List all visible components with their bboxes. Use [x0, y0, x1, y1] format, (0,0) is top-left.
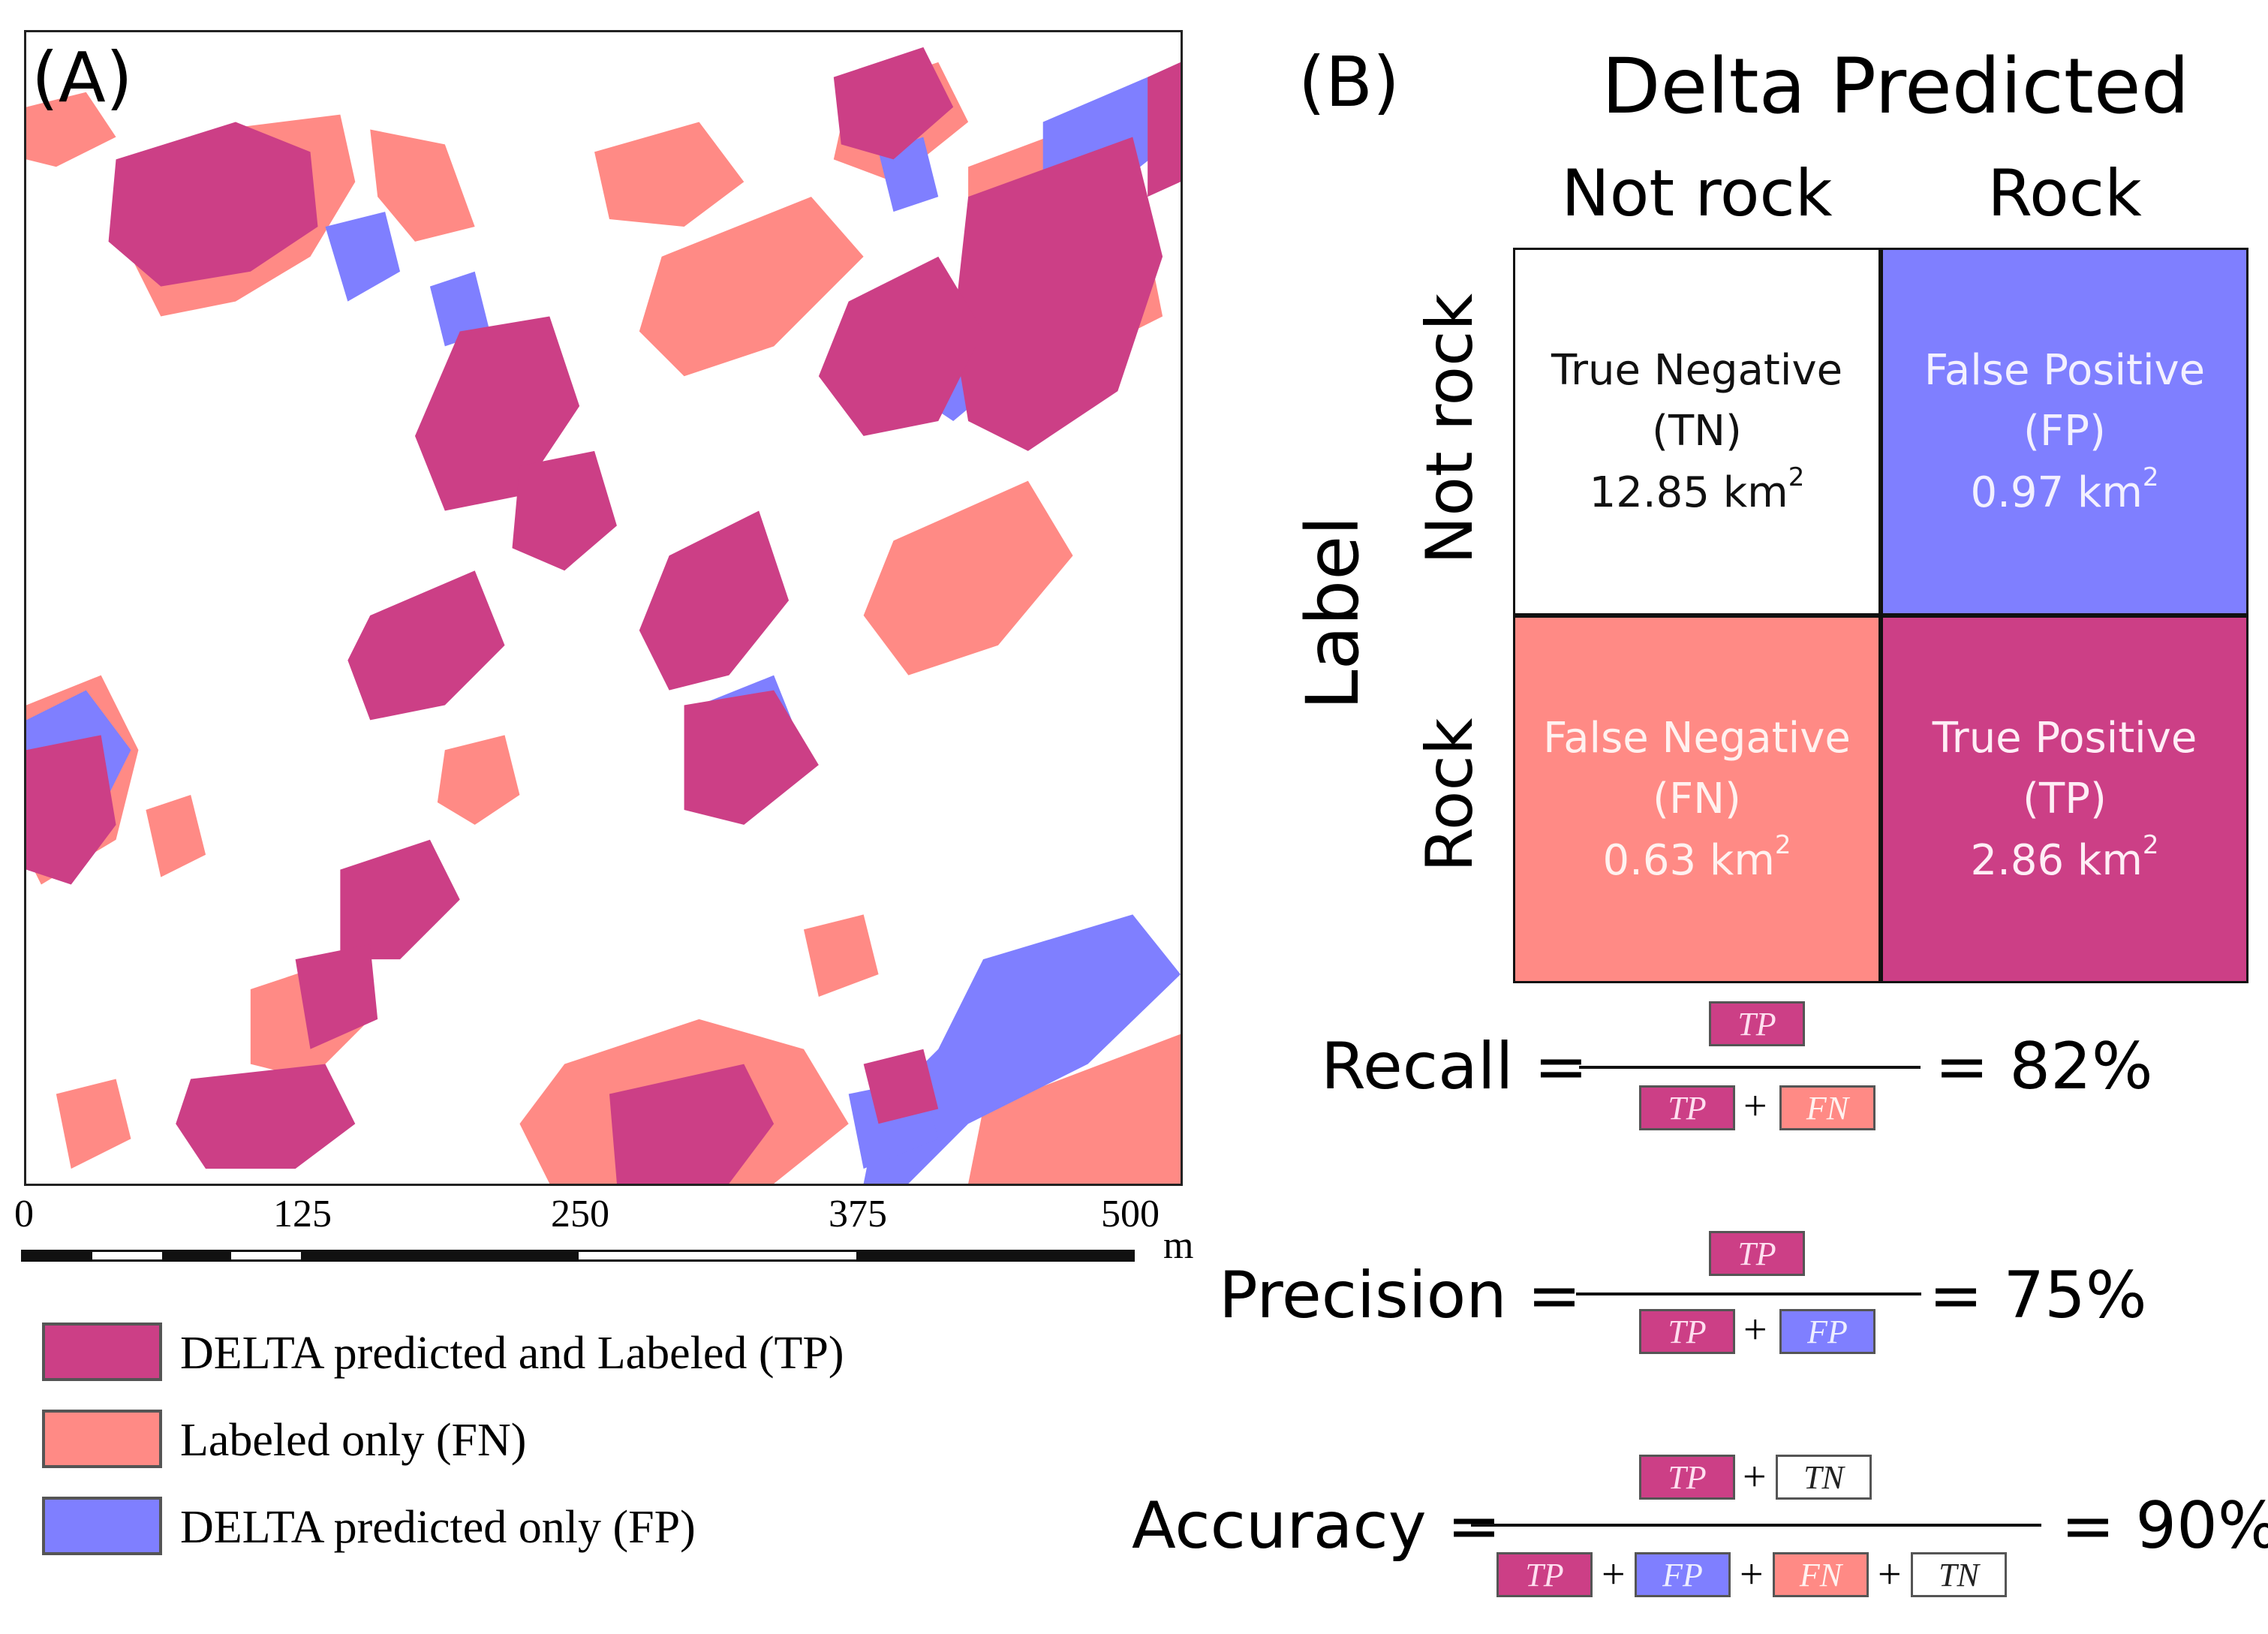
cell-name: False Positive [1924, 346, 2206, 396]
scale-tick-label: 0 [14, 1193, 34, 1235]
accuracy-den-fp: FP [1635, 1552, 1731, 1597]
scale-tick-label: 375 [829, 1193, 887, 1235]
cell-value: 12.85 km2 [1589, 462, 1805, 517]
precision-num-tp: TP [1709, 1231, 1805, 1276]
row-axis-label: Label [1291, 516, 1375, 710]
legend-swatch-tp [42, 1323, 162, 1381]
cell-value: 2.86 km2 [1970, 829, 2159, 885]
legend-label-fn: Labeled only (FN) [180, 1415, 527, 1466]
recall-den-fn: FN [1779, 1085, 1875, 1130]
matrix-title: Delta Predicted [1602, 42, 2190, 131]
accuracy-num-tp: TP [1639, 1455, 1735, 1500]
recall-den-tp: TP [1639, 1085, 1735, 1130]
plus-sign: + [1878, 1551, 1902, 1598]
accuracy-den-tn: TN [1911, 1552, 2007, 1597]
accuracy-fraction-line [1471, 1524, 2041, 1527]
precision-result: = 75% [1929, 1258, 2147, 1333]
accuracy-den-fn: FN [1773, 1552, 1869, 1597]
column-header-not-rock: Not rock [1561, 156, 1833, 231]
panel-a-label: (A) [32, 38, 133, 118]
tp-regions [26, 47, 1181, 1184]
scale-unit: m [1163, 1224, 1194, 1267]
accuracy-label: Accuracy = [1132, 1488, 1502, 1563]
plus-sign: + [1743, 1454, 1767, 1500]
cell-true-positive: True Positive (TP) 2.86 km2 [1881, 615, 2248, 983]
precision-den-fp: FP [1779, 1309, 1875, 1354]
scale-tick-label: 125 [273, 1193, 332, 1235]
panel-b-label: (B) [1298, 42, 1400, 122]
column-header-rock: Rock [1987, 156, 2142, 231]
plus-sign: + [1602, 1551, 1626, 1598]
precision-label: Precision = [1219, 1258, 1582, 1333]
legend-swatch-fp [42, 1497, 162, 1555]
accuracy-den-tp: TP [1496, 1552, 1593, 1597]
recall-num-tp: TP [1709, 1001, 1805, 1046]
cell-value: 0.97 km2 [1970, 462, 2159, 517]
plus-sign: + [1740, 1551, 1764, 1598]
row-header-not-rock: Not rock [1412, 293, 1487, 564]
precision-fraction-line [1576, 1292, 1921, 1295]
cell-name: True Positive [1932, 714, 2197, 763]
accuracy-result: = 90% [2061, 1488, 2268, 1563]
row-header-rock: Rock [1412, 718, 1487, 872]
cell-name: True Negative [1551, 346, 1843, 396]
cell-abbrev: (FN) [1653, 775, 1741, 824]
legend-label-tp: DELTA predicted and Labeled (TP) [180, 1328, 844, 1379]
accuracy-num-tn: TN [1776, 1455, 1872, 1500]
cell-abbrev: (TP) [2023, 775, 2107, 824]
cell-abbrev: (FP) [2023, 407, 2106, 456]
recall-result: = 82% [1935, 1029, 2153, 1104]
cell-false-negative: False Negative (FN) 0.63 km2 [1513, 615, 1881, 983]
cell-abbrev: (TN) [1652, 407, 1742, 456]
legend-swatch-fn [42, 1410, 162, 1468]
cell-false-positive: False Positive (FP) 0.97 km2 [1881, 248, 2248, 615]
map-graphic [26, 47, 1181, 1184]
legend-label-fp: DELTA predicted only (FP) [180, 1502, 696, 1553]
cell-value: 0.63 km2 [1602, 829, 1791, 885]
cell-true-negative: True Negative (TN) 12.85 km2 [1513, 248, 1881, 615]
precision-den-tp: TP [1639, 1309, 1735, 1354]
classification-map [24, 30, 1183, 1186]
recall-label: Recall = [1321, 1029, 1588, 1104]
scale-tick-label: 250 [551, 1193, 609, 1235]
scale-bar [21, 1250, 1135, 1262]
recall-fraction-line [1579, 1066, 1921, 1069]
plus-sign: + [1743, 1307, 1767, 1353]
scale-tick-label: 500 [1101, 1193, 1160, 1235]
cell-name: False Negative [1543, 714, 1851, 763]
plus-sign: + [1743, 1083, 1767, 1130]
